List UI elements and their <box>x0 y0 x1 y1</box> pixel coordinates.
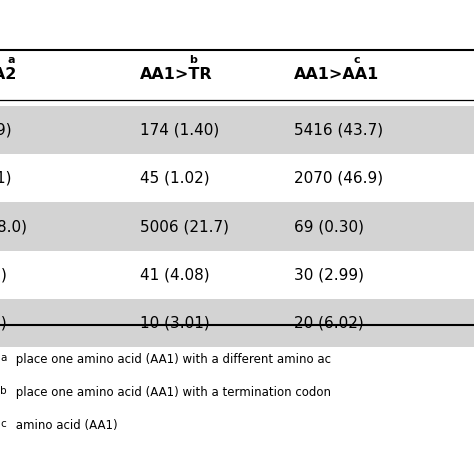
Text: (54.9): (54.9) <box>0 122 12 137</box>
Text: (52.1): (52.1) <box>0 171 12 186</box>
Text: 69 (0.30): 69 (0.30) <box>294 219 364 234</box>
Text: 174 (1.40): 174 (1.40) <box>140 122 219 137</box>
Text: b: b <box>190 55 198 65</box>
Text: 5416 (43.7): 5416 (43.7) <box>294 122 383 137</box>
Text: a: a <box>7 55 15 65</box>
Text: place one amino acid (AA1) with a different amino ac: place one amino acid (AA1) with a differ… <box>12 353 331 366</box>
Text: amino acid (AA1): amino acid (AA1) <box>12 419 118 432</box>
Text: AA1>AA1: AA1>AA1 <box>294 67 379 82</box>
Text: 5006 (21.7): 5006 (21.7) <box>140 219 229 234</box>
Text: 91.0): 91.0) <box>0 316 7 331</box>
Text: c: c <box>353 55 360 65</box>
Bar <box>0 202 474 251</box>
Text: 2070 (46.9): 2070 (46.9) <box>294 171 383 186</box>
Text: place one amino acid (AA1) with a termination codon: place one amino acid (AA1) with a termin… <box>12 386 331 399</box>
Bar <box>0 106 474 154</box>
Bar <box>0 299 474 347</box>
Text: 20 (6.02): 20 (6.02) <box>294 316 364 331</box>
Text: c: c <box>0 419 6 429</box>
Text: a: a <box>0 353 6 363</box>
Text: 41 (4.08): 41 (4.08) <box>140 267 210 283</box>
Text: 10 (3.01): 10 (3.01) <box>140 316 210 331</box>
Text: AA1>TR: AA1>TR <box>140 67 212 82</box>
Text: 92.9): 92.9) <box>0 267 7 283</box>
Text: 0 (78.0): 0 (78.0) <box>0 219 27 234</box>
Text: >AA2: >AA2 <box>0 67 16 82</box>
Text: b: b <box>0 386 7 396</box>
Text: 30 (2.99): 30 (2.99) <box>294 267 364 283</box>
Text: 45 (1.02): 45 (1.02) <box>140 171 210 186</box>
